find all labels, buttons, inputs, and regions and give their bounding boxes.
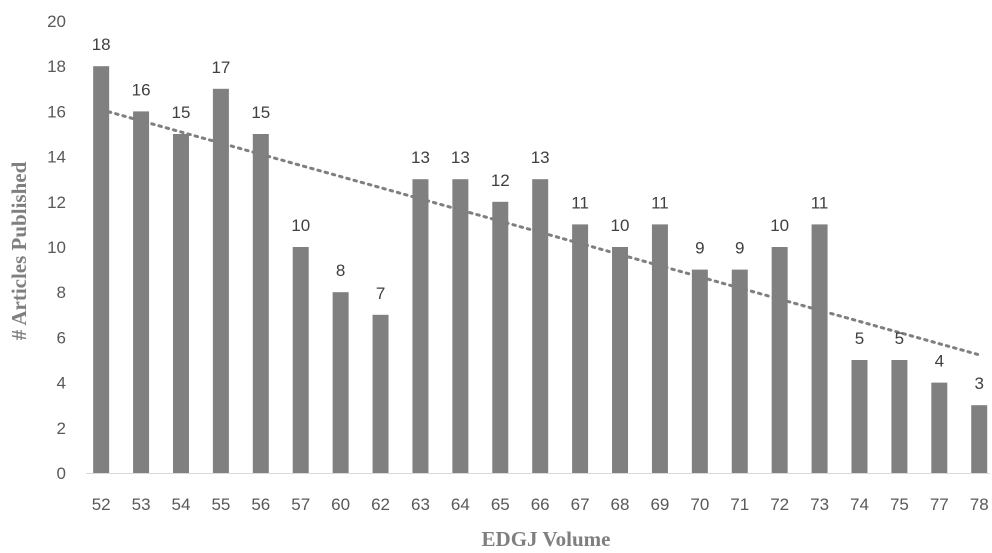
- bar: [212, 88, 229, 474]
- bar: [971, 405, 988, 473]
- x-tick-label: 55: [211, 495, 230, 514]
- x-tick-label: 57: [291, 495, 310, 514]
- data-label: 15: [172, 103, 191, 122]
- y-tick-label: 0: [57, 464, 66, 483]
- data-label: 10: [291, 216, 310, 235]
- bar: [572, 224, 589, 473]
- y-tick-label: 18: [47, 57, 66, 76]
- bar: [172, 134, 189, 473]
- data-label: 12: [491, 171, 510, 190]
- x-tick-label: 64: [451, 495, 470, 514]
- data-label: 13: [451, 148, 470, 167]
- bar: [612, 247, 629, 473]
- data-labels: 18 16 15 17 15 10 8 7 13 13 12 13 11 10 11 9 9 10 11 5 5 4 3: [92, 35, 984, 393]
- bar: [372, 314, 389, 473]
- data-label: 9: [695, 239, 704, 258]
- bar: [133, 111, 150, 474]
- data-label: 16: [132, 80, 151, 99]
- data-label: 10: [770, 216, 789, 235]
- bar: [492, 201, 509, 474]
- data-label: 7: [376, 284, 385, 303]
- y-tick-label: 4: [57, 374, 66, 393]
- x-tick-label: 72: [770, 495, 789, 514]
- data-label: 5: [855, 329, 864, 348]
- x-tick-label: 75: [890, 495, 909, 514]
- bar: [252, 134, 269, 473]
- x-axis-title: EDGJ Volume: [482, 527, 611, 551]
- y-tick-label: 6: [57, 328, 66, 347]
- x-tick-label: 62: [371, 495, 390, 514]
- y-tick-label: 8: [57, 283, 66, 302]
- data-label: 15: [251, 103, 270, 122]
- data-label: 17: [211, 58, 230, 77]
- x-tick-label: 60: [331, 495, 350, 514]
- trendline: [99, 108, 981, 357]
- data-label: 8: [336, 261, 345, 280]
- data-label: 13: [531, 148, 550, 167]
- x-tick-label: 69: [650, 495, 669, 514]
- x-tick-label: 77: [930, 495, 949, 514]
- x-tick-label: 56: [251, 495, 270, 514]
- y-tick-label: 20: [47, 12, 66, 31]
- x-tick-label: 66: [531, 495, 550, 514]
- x-tick-label: 68: [611, 495, 630, 514]
- bar: [691, 269, 708, 473]
- data-label: 3: [974, 374, 983, 393]
- y-axis-title: # Articles Published: [7, 161, 31, 340]
- data-label: 10: [611, 216, 630, 235]
- bar: [292, 247, 309, 473]
- data-label: 11: [651, 193, 669, 212]
- data-label: 5: [895, 329, 904, 348]
- x-tick-label: 78: [970, 495, 989, 514]
- data-label: 11: [811, 193, 829, 212]
- data-label: 4: [935, 352, 944, 371]
- x-tick-label: 54: [172, 495, 191, 514]
- bar: [332, 292, 349, 473]
- x-tick-label: 52: [92, 495, 111, 514]
- y-axis-ticks: 0 2 4 6 8 10 12 14 16 18 20: [47, 12, 66, 483]
- bar: [931, 382, 948, 473]
- x-tick-label: 71: [730, 495, 749, 514]
- bar: [532, 179, 549, 473]
- bar: [731, 269, 748, 473]
- x-tick-label: 53: [132, 495, 151, 514]
- data-label: 9: [735, 239, 744, 258]
- bar: [891, 360, 908, 473]
- bar: [771, 247, 788, 473]
- x-tick-label: 73: [810, 495, 829, 514]
- x-axis-ticks: 52 53 54 55 56 57 60 62 63 64 65 66 67 68 69 70 71 72 73 74…: [92, 495, 989, 514]
- y-tick-label: 12: [47, 193, 66, 212]
- bars: [93, 66, 988, 474]
- data-label: 13: [411, 148, 430, 167]
- data-label: 18: [92, 35, 111, 54]
- x-tick-label: 65: [491, 495, 510, 514]
- y-tick-label: 10: [47, 238, 66, 257]
- y-tick-label: 2: [57, 419, 66, 438]
- x-tick-label: 70: [690, 495, 709, 514]
- bar: [452, 179, 469, 473]
- bar: [651, 224, 668, 473]
- data-label: 11: [571, 193, 589, 212]
- y-tick-label: 14: [47, 148, 66, 167]
- x-tick-label: 63: [411, 495, 430, 514]
- bar: [851, 360, 868, 473]
- bar: [412, 179, 429, 473]
- bar: [811, 224, 828, 473]
- y-tick-label: 16: [47, 102, 66, 121]
- bar: [93, 66, 110, 473]
- x-tick-label: 67: [571, 495, 590, 514]
- x-tick-label: 74: [850, 495, 869, 514]
